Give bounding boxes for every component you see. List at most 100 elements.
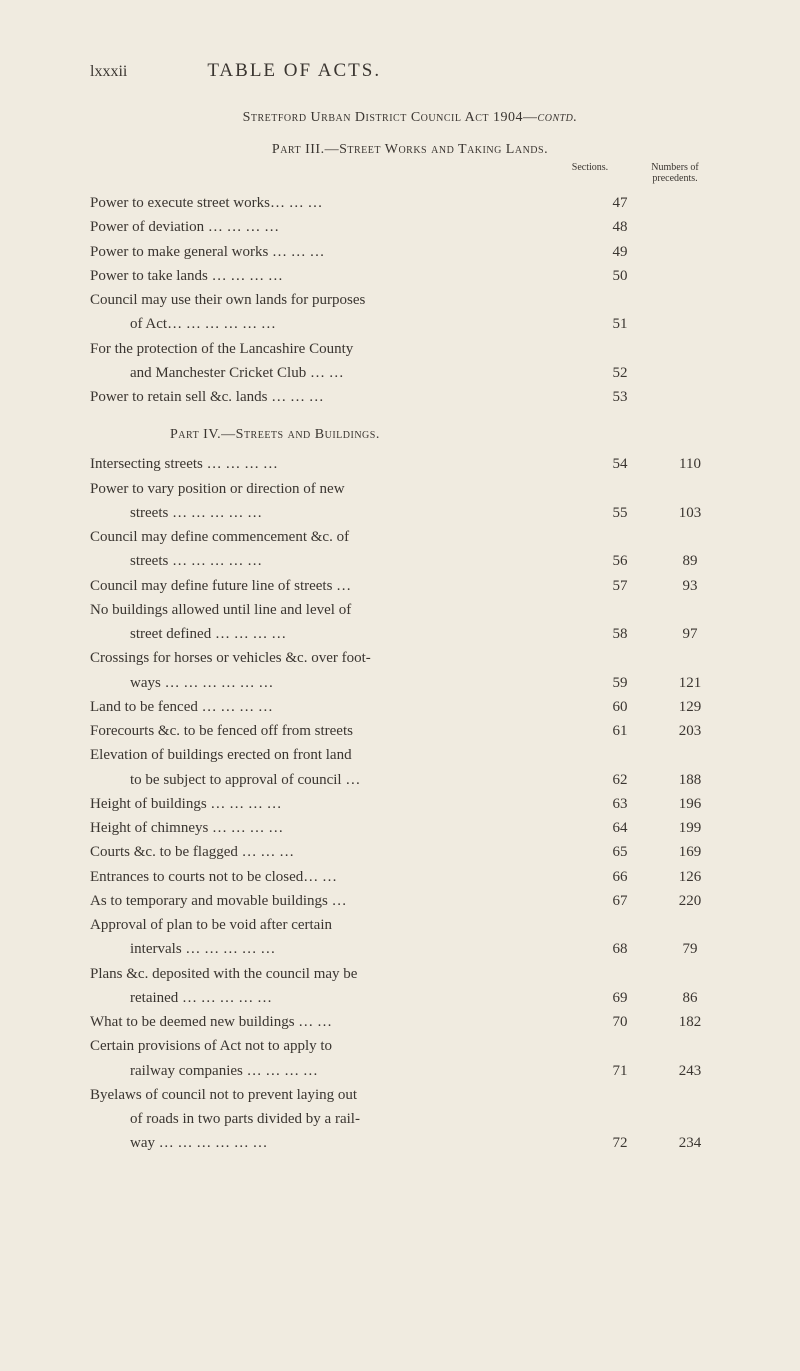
- table-row: railway companies … … … …71243: [90, 1060, 730, 1083]
- table-row: Plans &c. deposited with the council may…: [90, 963, 730, 986]
- part3-entries: Power to execute street works… … …47Powe…: [90, 192, 730, 409]
- table-row: Height of chimneys … … … …64199: [90, 817, 730, 840]
- entry-precedent: 79: [650, 938, 730, 961]
- entry-label: ways … … … … … …: [90, 672, 590, 695]
- entry-precedent: 220: [650, 890, 730, 913]
- entry-label: to be subject to approval of council …: [90, 769, 590, 792]
- entry-section: 54: [590, 453, 650, 476]
- table-row: Land to be fenced … … … …60129: [90, 696, 730, 719]
- part3-title: Part III.—Street Works and Taking Lands.: [90, 142, 730, 158]
- table-row: Approval of plan to be void after certai…: [90, 914, 730, 937]
- table-row: Power of deviation … … … …48: [90, 216, 730, 239]
- entry-section: 48: [590, 216, 650, 239]
- table-row: Council may use their own lands for purp…: [90, 289, 730, 312]
- column-headers: Sections. Numbers of precedents.: [90, 162, 730, 184]
- entry-precedent: 234: [650, 1132, 730, 1155]
- entry-label: of Act… … … … … …: [90, 313, 590, 336]
- entry-label: Power to make general works … … …: [90, 241, 590, 264]
- table-row: Power to execute street works… … …47: [90, 192, 730, 215]
- entry-precedent: 121: [650, 672, 730, 695]
- page-title: TABLE OF ACTS.: [207, 60, 381, 82]
- entry-precedent: 86: [650, 987, 730, 1010]
- table-row: and Manchester Cricket Club … …52: [90, 362, 730, 385]
- table-row: Height of buildings … … … …63196: [90, 793, 730, 816]
- entry-section: 68: [590, 938, 650, 961]
- entry-label: Crossings for horses or vehicles &c. ove…: [90, 647, 590, 670]
- entry-label: retained … … … … …: [90, 987, 590, 1010]
- entry-precedent: 110: [650, 453, 730, 476]
- entry-label: Certain provisions of Act not to apply t…: [90, 1035, 590, 1058]
- entry-label: streets … … … … …: [90, 550, 590, 573]
- entry-label: Plans &c. deposited with the council may…: [90, 963, 590, 986]
- act-title: Stretford Urban District Council Act 190…: [90, 110, 730, 126]
- entry-label: Forecourts &c. to be fenced off from str…: [90, 720, 590, 743]
- entry-label: street defined … … … …: [90, 623, 590, 646]
- entry-label: of roads in two parts divided by a rail-: [90, 1108, 590, 1131]
- entry-label: Entrances to courts not to be closed… …: [90, 866, 590, 889]
- entry-label: and Manchester Cricket Club … …: [90, 362, 590, 385]
- entry-precedent: 243: [650, 1060, 730, 1083]
- entry-label: Intersecting streets … … … …: [90, 453, 590, 476]
- table-row: Power to retain sell &c. lands … … …53: [90, 386, 730, 409]
- entry-section: 60: [590, 696, 650, 719]
- table-row: Power to vary position or direction of n…: [90, 478, 730, 501]
- entry-label: Approval of plan to be void after certai…: [90, 914, 590, 937]
- entry-section: 70: [590, 1011, 650, 1034]
- table-row: Byelaws of council not to prevent laying…: [90, 1084, 730, 1107]
- entry-precedent: 93: [650, 575, 730, 598]
- table-row: Courts &c. to be flagged … … …65169: [90, 841, 730, 864]
- entry-section: 71: [590, 1060, 650, 1083]
- page-header: lxxxii TABLE OF ACTS.: [90, 60, 730, 82]
- entry-precedent: 203: [650, 720, 730, 743]
- entry-label: As to temporary and movable buildings …: [90, 890, 590, 913]
- entry-section: 61: [590, 720, 650, 743]
- entry-section: 58: [590, 623, 650, 646]
- entry-precedent: 129: [650, 696, 730, 719]
- entry-label: Council may define commencement &c. of: [90, 526, 590, 549]
- entry-section: 53: [590, 386, 650, 409]
- entry-section: 65: [590, 841, 650, 864]
- entry-label: No buildings allowed until line and leve…: [90, 599, 590, 622]
- entry-section: 72: [590, 1132, 650, 1155]
- entry-label: Elevation of buildings erected on front …: [90, 744, 590, 767]
- table-row: retained … … … … …6986: [90, 987, 730, 1010]
- entry-section: 62: [590, 769, 650, 792]
- entry-label: Byelaws of council not to prevent laying…: [90, 1084, 590, 1107]
- table-row: Elevation of buildings erected on front …: [90, 744, 730, 767]
- entry-precedent: 188: [650, 769, 730, 792]
- entry-precedent: 196: [650, 793, 730, 816]
- table-row: Entrances to courts not to be closed… …6…: [90, 866, 730, 889]
- entry-section: 52: [590, 362, 650, 385]
- entry-label: Courts &c. to be flagged … … …: [90, 841, 590, 864]
- table-row: to be subject to approval of council …62…: [90, 769, 730, 792]
- entry-precedent: 182: [650, 1011, 730, 1034]
- entry-precedent: 103: [650, 502, 730, 525]
- entry-section: 66: [590, 866, 650, 889]
- entry-label: Power to execute street works… … …: [90, 192, 590, 215]
- entry-label: Power to retain sell &c. lands … … …: [90, 386, 590, 409]
- entry-section: 47: [590, 192, 650, 215]
- part4-entries: Intersecting streets … … … …54110Power t…: [90, 453, 730, 1155]
- table-row: No buildings allowed until line and leve…: [90, 599, 730, 622]
- table-row: Power to take lands … … … …50: [90, 265, 730, 288]
- act-title-main: Stretford Urban District Council Act 190…: [243, 110, 538, 125]
- table-row: ways … … … … … …59121: [90, 672, 730, 695]
- table-row: streets … … … … …5689: [90, 550, 730, 573]
- entry-label: Power to vary position or direction of n…: [90, 478, 590, 501]
- entry-section: 49: [590, 241, 650, 264]
- entry-precedent: 97: [650, 623, 730, 646]
- entry-section: 64: [590, 817, 650, 840]
- entry-label: Council may define future line of street…: [90, 575, 590, 598]
- table-row: Certain provisions of Act not to apply t…: [90, 1035, 730, 1058]
- table-row: What to be deemed new buildings … …70182: [90, 1011, 730, 1034]
- entry-section: 56: [590, 550, 650, 573]
- entry-label: streets … … … … …: [90, 502, 590, 525]
- entry-section: 59: [590, 672, 650, 695]
- page-number: lxxxii: [90, 63, 127, 81]
- entry-label: Power to take lands … … … …: [90, 265, 590, 288]
- entry-precedent: 126: [650, 866, 730, 889]
- col-header-sections: Sections.: [550, 162, 630, 184]
- entry-section: 69: [590, 987, 650, 1010]
- entry-section: 57: [590, 575, 650, 598]
- table-row: Intersecting streets … … … …54110: [90, 453, 730, 476]
